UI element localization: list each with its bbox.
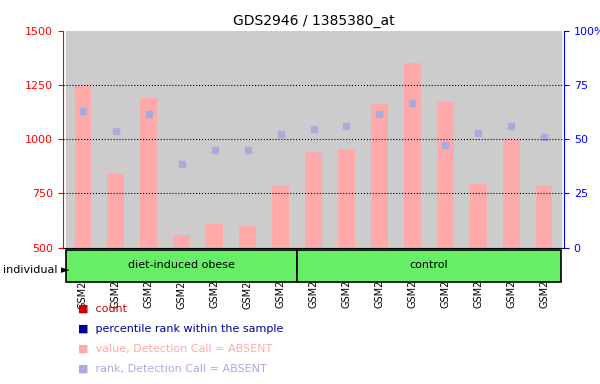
Bar <box>536 185 553 248</box>
Bar <box>437 102 454 248</box>
Point <box>473 130 483 136</box>
Bar <box>305 152 322 248</box>
Point <box>177 161 187 167</box>
Point <box>341 123 351 129</box>
Title: GDS2946 / 1385380_at: GDS2946 / 1385380_at <box>233 14 394 28</box>
Bar <box>297 250 561 282</box>
Bar <box>206 224 223 248</box>
Text: control: control <box>410 260 448 270</box>
Point <box>210 147 220 153</box>
Bar <box>338 149 355 248</box>
Bar <box>470 184 487 248</box>
Bar <box>74 85 91 248</box>
Bar <box>198 31 231 248</box>
Bar <box>99 31 132 248</box>
Point <box>374 111 384 118</box>
Bar <box>404 63 421 248</box>
Bar <box>503 139 520 248</box>
Point <box>506 123 516 129</box>
Text: ■  percentile rank within the sample: ■ percentile rank within the sample <box>78 324 283 334</box>
Bar <box>239 226 256 248</box>
Bar <box>140 98 157 248</box>
Bar <box>132 31 165 248</box>
Text: ■  value, Detection Call = ABSENT: ■ value, Detection Call = ABSENT <box>78 344 272 354</box>
Bar <box>66 250 297 282</box>
Point <box>539 134 549 140</box>
Bar <box>264 31 297 248</box>
Point <box>78 108 88 114</box>
Bar <box>231 31 264 248</box>
Point <box>144 111 154 118</box>
Point <box>309 126 319 132</box>
Bar <box>66 31 99 248</box>
Bar <box>165 31 198 248</box>
Bar <box>495 31 528 248</box>
Point <box>243 147 253 153</box>
Text: diet-induced obese: diet-induced obese <box>128 260 235 270</box>
Bar <box>107 174 124 248</box>
Bar <box>363 31 396 248</box>
Bar <box>528 31 561 248</box>
Text: ■  rank, Detection Call = ABSENT: ■ rank, Detection Call = ABSENT <box>78 364 267 374</box>
Bar <box>272 185 289 248</box>
Point <box>440 142 450 148</box>
Bar <box>297 31 330 248</box>
Point <box>111 127 121 134</box>
Bar <box>371 104 388 248</box>
Text: individual ►: individual ► <box>3 265 70 275</box>
Bar <box>429 31 462 248</box>
Bar <box>396 31 429 248</box>
Bar <box>173 235 190 248</box>
Bar <box>330 31 363 248</box>
Text: ■  count: ■ count <box>78 304 127 314</box>
Point <box>407 100 417 106</box>
Point <box>276 131 286 137</box>
Bar <box>462 31 495 248</box>
